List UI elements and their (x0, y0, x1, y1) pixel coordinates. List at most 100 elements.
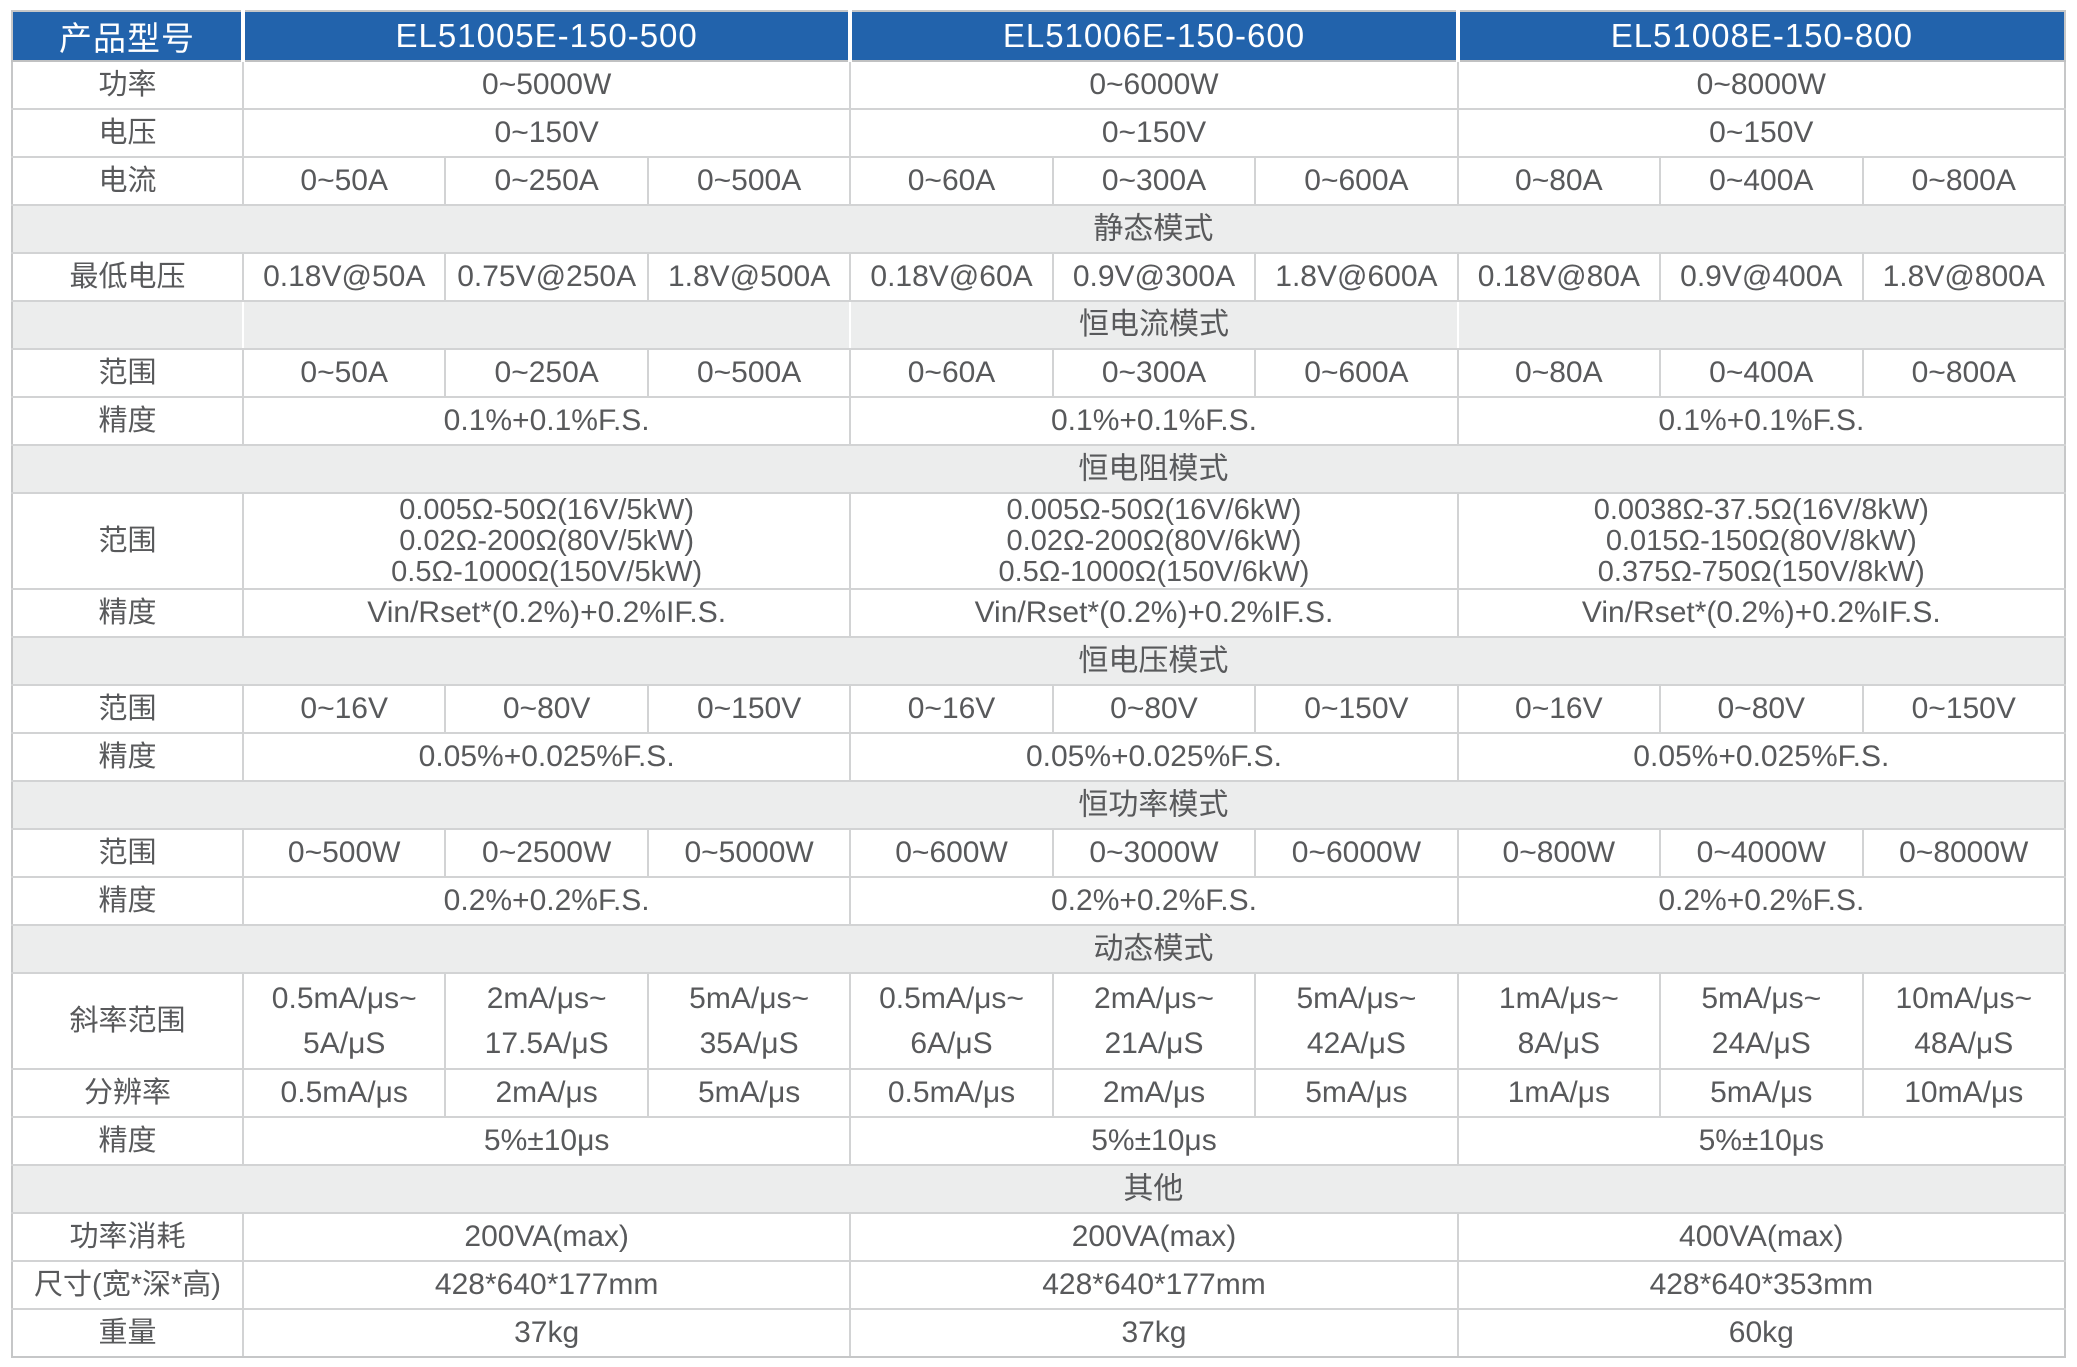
value-cell: 0~5000W (646, 828, 852, 878)
value-cell: 5mA/μs (1254, 1068, 1459, 1118)
value-cell: 0~2500W (444, 828, 649, 878)
row-label: 尺寸(宽*深*高) (11, 1260, 244, 1310)
value-cell: 400VA(max) (1456, 1212, 2067, 1262)
section-row: 恒电流模式 (11, 300, 2067, 350)
value-cell: 0.75V@250A (444, 252, 649, 302)
value-cell: 0~800A (1861, 156, 2066, 206)
section-row: 静态模式 (11, 204, 2066, 254)
value-cell: 0~3000W (1051, 828, 1257, 878)
value-cell: 60kg (1456, 1308, 2067, 1358)
value-cell: 5%±10μs (1456, 1116, 2067, 1166)
value-cell: 0~500W (241, 828, 447, 878)
table-row: 分辨率 0.5mA/μs 2mA/μs 5mA/μs 0.5mA/μs 2mA/μs 5mA… (11, 1068, 2066, 1118)
value-cell: 0~6000W (1254, 828, 1459, 878)
value-cell: 0~300A (1051, 348, 1257, 398)
value-cell: 0~80V (1659, 684, 1864, 734)
value-cell: 0~150V (646, 684, 852, 734)
section-title: 其他 (1123, 1172, 1184, 1206)
value-cell: 1.8V@800A (1861, 252, 2066, 302)
value-cell: 0~400A (1659, 348, 1864, 398)
value-cell: 0~80V (444, 684, 649, 734)
row-label: 分辨率 (11, 1068, 244, 1118)
section-band: 动态模式 (11, 924, 2066, 974)
value-cell: 5mA/μs~ 24A/μS (1659, 972, 1864, 1070)
value-cell: 0.05%+0.025%F.S. (849, 732, 1459, 782)
value-cell: 0~80A (1456, 156, 1662, 206)
value-cell: 5mA/μs (1659, 1068, 1864, 1118)
section-row: 恒电阻模式 (11, 444, 2066, 494)
value-cell: 0~150V (1456, 108, 2067, 158)
value-cell: 0~250A (444, 156, 649, 206)
value-cell: 0.9V@400A (1659, 252, 1864, 302)
table-row: 范围 0~16V 0~80V 0~150V 0~16V 0~80V 0~150V 0~16V 0… (11, 684, 2066, 734)
value-cell: 0.05%+0.025%F.S. (241, 732, 852, 782)
value-cell: 0.005Ω-50Ω(16V/5kW) 0.02Ω-200Ω(80V/5kW) … (241, 492, 852, 590)
table-row: 精度 Vin/Rset*(0.2%)+0.2%IF.S. Vin/Rset*(0.2… (11, 588, 2067, 638)
value-cell: 0.18V@50A (241, 252, 447, 302)
section-band-cell (1456, 300, 2067, 350)
value-cell: 0~150V (849, 108, 1459, 158)
row-label: 电流 (11, 156, 244, 206)
value-cell: 0~150V (1254, 684, 1459, 734)
value-cell: 37kg (849, 1308, 1459, 1358)
value-cell: 2mA/μs~ 17.5A/μS (444, 972, 649, 1070)
value-cell: 0~150V (241, 108, 852, 158)
value-cell: 0~16V (1456, 684, 1662, 734)
row-label: 范围 (11, 492, 244, 590)
value-cell: 1mA/μs (1456, 1068, 1662, 1118)
value-cell: 200VA(max) (241, 1212, 852, 1262)
row-label: 范围 (11, 348, 244, 398)
value-cell: 0~600A (1254, 348, 1459, 398)
corner-header: 产品型号 (11, 10, 245, 62)
section-band-cell (241, 300, 852, 350)
value-cell: 0~500A (646, 156, 852, 206)
value-cell: 428*640*353mm (1456, 1260, 2067, 1310)
value-cell: 0~600W (849, 828, 1054, 878)
table-row: 最低电压 0.18V@50A 0.75V@250A 1.8V@500A 0.18V@60… (11, 252, 2066, 302)
value-cell: 0~800W (1456, 828, 1662, 878)
value-cell: 0~50A (241, 156, 447, 206)
table-row: 范围 0.005Ω-50Ω(16V/5kW) 0.02Ω-200Ω(80V/5kW… (11, 492, 2067, 590)
value-cell: 0.2%+0.2%F.S. (849, 876, 1459, 926)
section-band: 静态模式 (11, 204, 2066, 254)
value-cell: 5%±10μs (241, 1116, 852, 1166)
value-cell: 0~500A (646, 348, 852, 398)
table-row: 精度 0.2%+0.2%F.S. 0.2%+0.2%F.S. 0.2%+0.2%F.S… (11, 876, 2067, 926)
value-cell: 0~600A (1254, 156, 1459, 206)
value-cell: 0~60A (849, 156, 1054, 206)
value-cell: Vin/Rset*(0.2%)+0.2%IF.S. (241, 588, 852, 638)
row-label: 功率消耗 (11, 1212, 244, 1262)
row-label: 精度 (11, 732, 244, 782)
value-cell: 5mA/μs~ 42A/μS (1254, 972, 1459, 1070)
value-cell: 1.8V@500A (646, 252, 852, 302)
table-row: 电流 0~50A 0~250A 0~500A 0~60A 0~300A 0~600A 0~80… (11, 156, 2066, 206)
section-title: 恒电压模式 (1078, 644, 1229, 678)
value-cell: 0~800A (1861, 348, 2066, 398)
value-cell: 0.5mA/μs (241, 1068, 447, 1118)
value-cell: 37kg (241, 1308, 852, 1358)
value-cell: 0~50A (241, 348, 447, 398)
row-label: 电压 (11, 108, 244, 158)
table-row: 尺寸(宽*深*高) 428*640*177mm 428*640*177mm 428*6… (11, 1260, 2067, 1310)
table-row: 电压 0~150V 0~150V 0~150V (11, 108, 2067, 158)
value-cell: 0~400A (1659, 156, 1864, 206)
value-cell: 0.5mA/μs~ 5A/μS (241, 972, 447, 1070)
row-label: 斜率范围 (11, 972, 244, 1070)
table-header-row: 产品型号 EL51005E-150-500 EL51006E-150-600 EL51… (11, 10, 2067, 62)
value-cell: 0.2%+0.2%F.S. (241, 876, 852, 926)
value-cell: 0.2%+0.2%F.S. (1456, 876, 2067, 926)
model-header: EL51006E-150-600 (848, 10, 1460, 62)
row-label: 重量 (11, 1308, 244, 1358)
value-cell: 0~60A (849, 348, 1054, 398)
row-label: 功率 (11, 60, 244, 110)
section-title: 动态模式 (1093, 932, 1214, 966)
section-row: 动态模式 (11, 924, 2066, 974)
table-row: 功率 0~5000W 0~6000W 0~8000W (11, 60, 2067, 110)
value-cell: 0.5mA/μs~ 6A/μS (849, 972, 1054, 1070)
value-cell: 10mA/μs~ 48A/μS (1861, 972, 2066, 1070)
section-row: 恒电压模式 (11, 636, 2066, 686)
section-band: 其他 (11, 1164, 2066, 1214)
section-title: 静态模式 (1093, 212, 1214, 246)
row-label: 精度 (11, 396, 244, 446)
